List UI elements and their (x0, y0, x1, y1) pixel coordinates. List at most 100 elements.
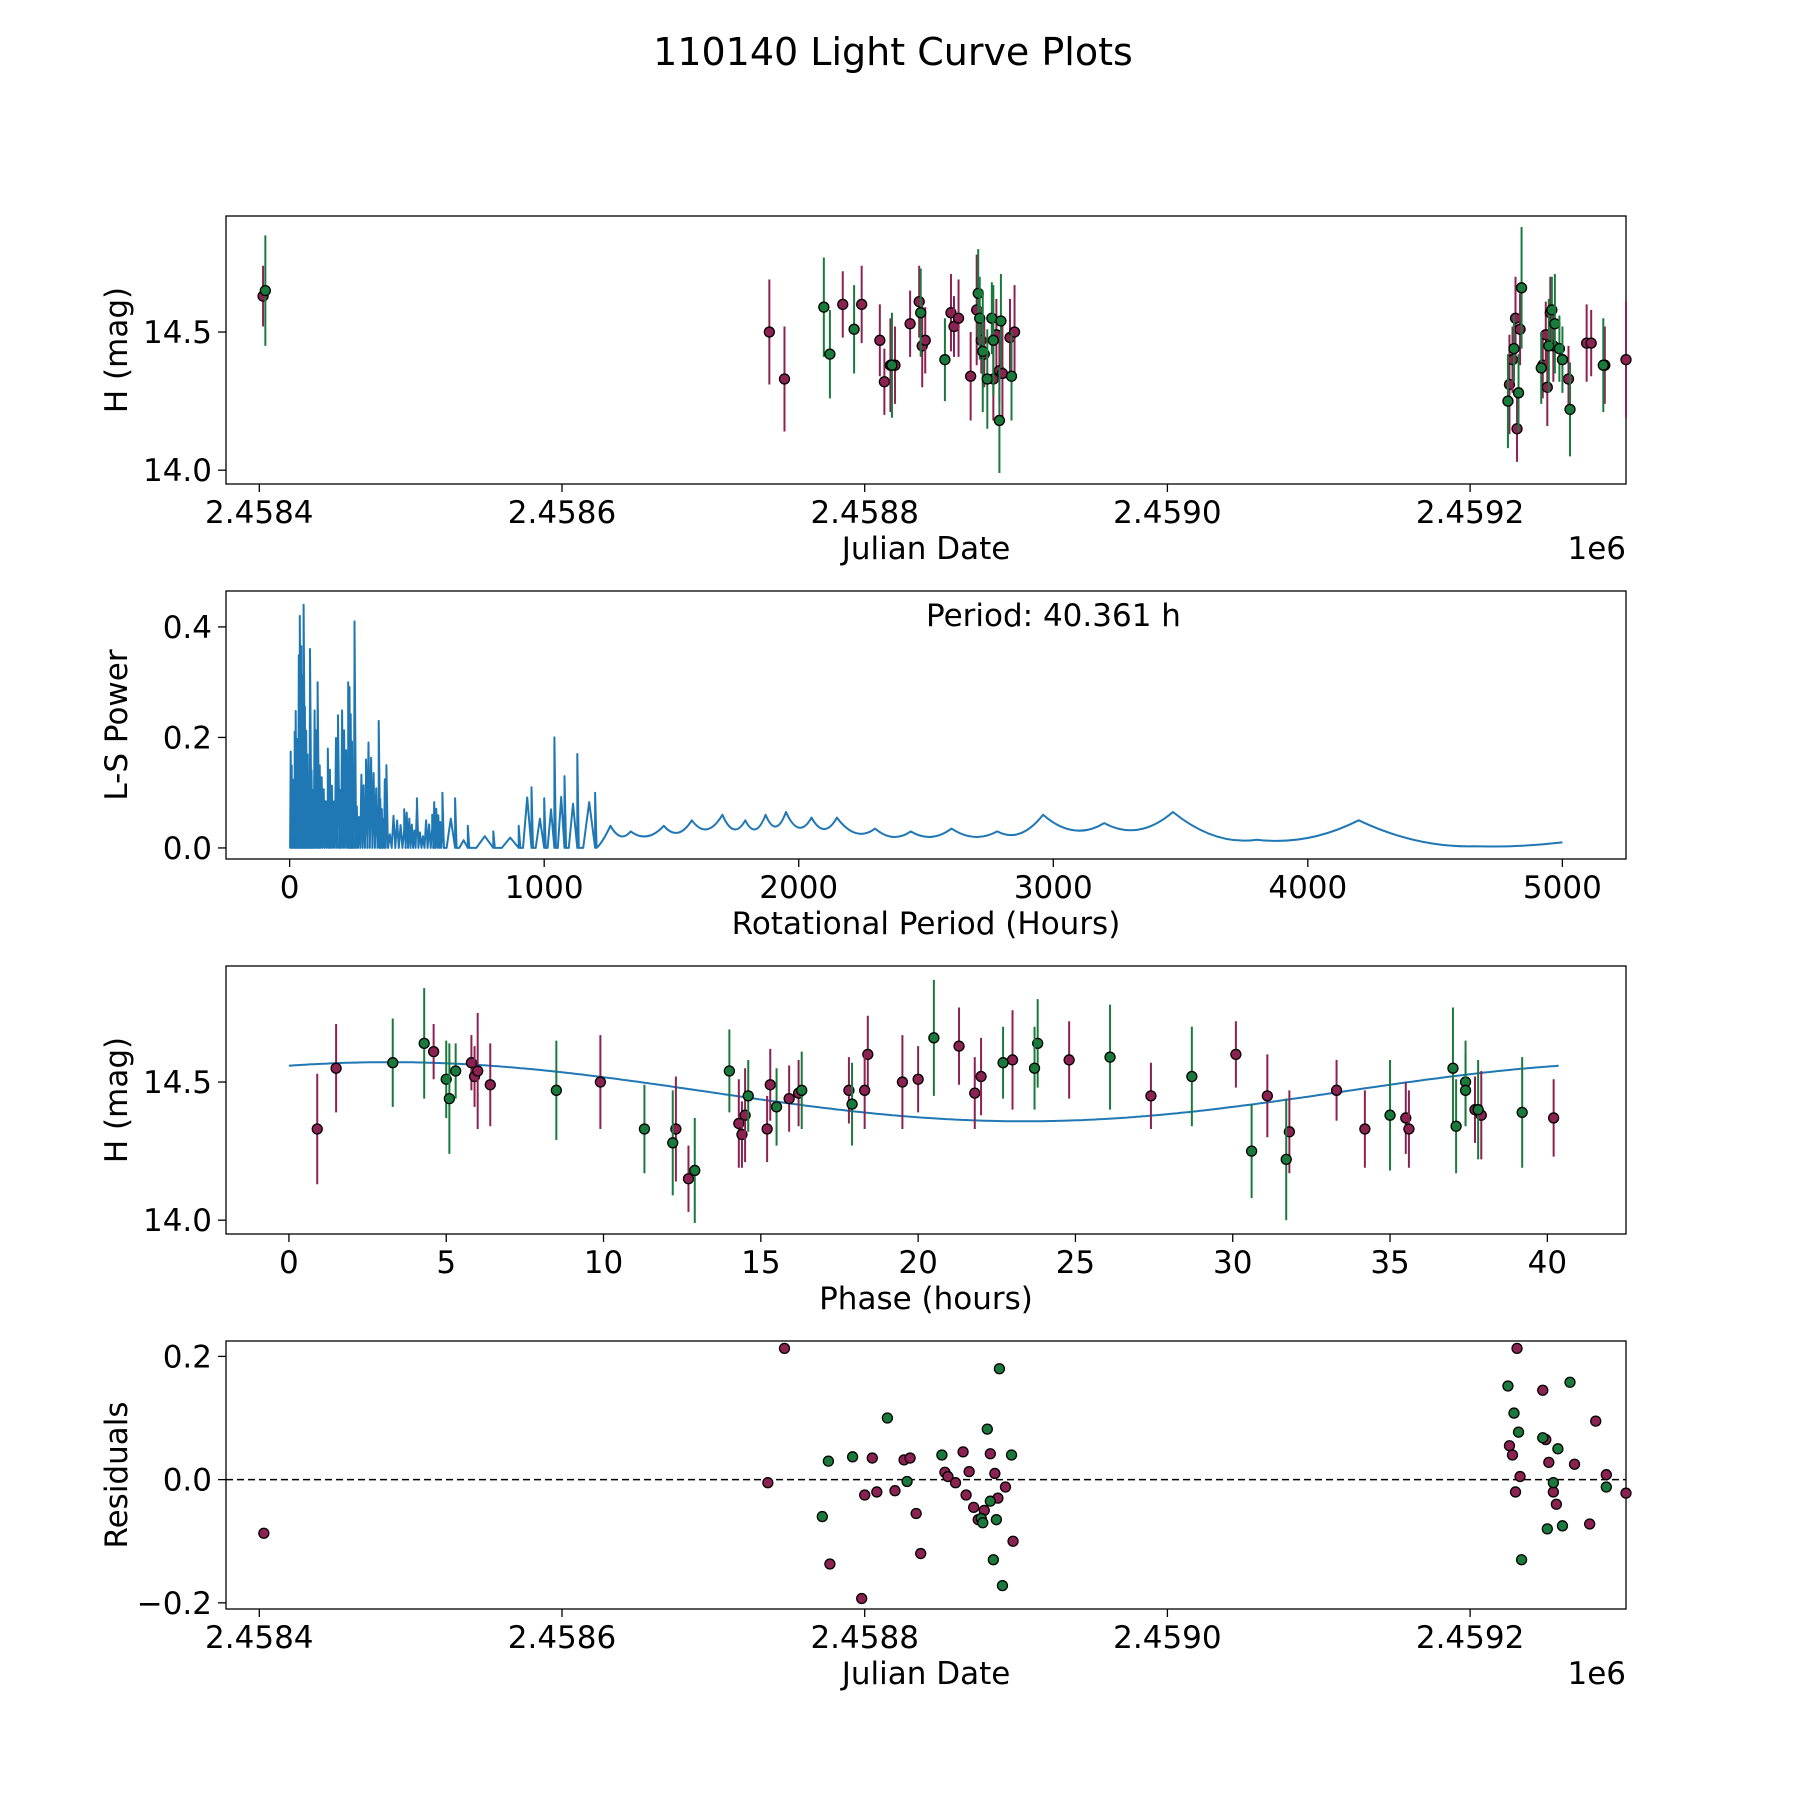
phase-point-purple (484, 1079, 496, 1091)
phase-point-green (1516, 1106, 1528, 1119)
lightcurve-point-purple (874, 334, 886, 346)
residuals-point-purple (1590, 1415, 1602, 1427)
residuals-point-purple (957, 1446, 969, 1458)
phase-xtick-label: 25 (1056, 1245, 1095, 1281)
lightcurve-point-purple (964, 370, 977, 382)
residuals-point-purple (258, 1527, 270, 1539)
residuals-axes-frame (225, 1340, 1627, 1610)
residuals-xtick-label: 2.4588 (810, 1620, 918, 1656)
phase-point-purple (311, 1123, 323, 1135)
lightcurve-ylabel: H (mag) (99, 287, 135, 413)
residuals-point-purple (871, 1486, 883, 1498)
lightcurve-point-green (939, 354, 951, 366)
lightcurve-point-green (995, 315, 1007, 327)
phase-xtick-label: 10 (584, 1245, 623, 1281)
residuals-point-purple (1509, 1486, 1522, 1498)
lightcurve-point-green (1512, 387, 1525, 399)
phase-point-green (997, 1057, 1009, 1069)
lightcurve-point-purple (1562, 373, 1575, 385)
residuals-ytick-label: −0.2 (137, 1586, 212, 1622)
lightcurve-point-green (1564, 403, 1576, 416)
residuals-point-purple (824, 1558, 836, 1570)
lightcurve-xtick-label: 2.4592 (1416, 495, 1524, 531)
residuals-point-green (1600, 1481, 1612, 1493)
periodogram-xlabel: Rotational Period (Hours) (732, 906, 1121, 942)
phase-point-purple (682, 1173, 695, 1185)
phase-point-green (1245, 1145, 1258, 1157)
residuals-point-purple (949, 1477, 962, 1489)
figure-title: 110140 Light Curve Plots (653, 30, 1133, 74)
lightcurve-point-green (1508, 342, 1520, 355)
residuals-point-green (1537, 1432, 1549, 1444)
periodogram-xtick-label: 2000 (759, 870, 838, 906)
phase-point-green (1186, 1070, 1198, 1083)
residuals-point-green (816, 1510, 828, 1523)
phase-axes-frame (225, 965, 1627, 1235)
lightcurve-point-green (1549, 318, 1561, 330)
residuals-point-purple (778, 1342, 791, 1355)
periodogram-annotation: Period: 40.361 h (926, 598, 1181, 634)
lightcurve-point-purple (837, 298, 849, 311)
lightcurve-point-purple (763, 326, 776, 338)
phase-point-green (1450, 1120, 1462, 1132)
residuals-point-green (901, 1475, 913, 1488)
phase-point-green (1447, 1062, 1459, 1074)
phase-point-green (550, 1084, 562, 1096)
phase-point-green (1384, 1109, 1396, 1121)
phase-point-purple (472, 1065, 484, 1077)
residuals-xtick-label: 2.4592 (1416, 1620, 1524, 1656)
periodogram-ytick-label: 0.4 (163, 610, 212, 646)
phase-point-green (1028, 1062, 1041, 1074)
residuals-point-purple (963, 1465, 975, 1478)
residuals-point-green (822, 1455, 835, 1467)
residuals-point-purple (1543, 1456, 1555, 1469)
lightcurve-point-green (1502, 395, 1514, 407)
phase-point-purple (975, 1070, 987, 1083)
phase-point-purple (764, 1079, 776, 1091)
phase-point-green (443, 1092, 456, 1105)
residuals-point-green (1502, 1380, 1514, 1392)
residuals-point-purple (960, 1489, 972, 1501)
residuals-point-green (1508, 1407, 1520, 1419)
residuals-point-purple (1514, 1470, 1526, 1483)
phase-point-green (770, 1101, 783, 1113)
phase-point-purple (427, 1045, 440, 1058)
lightcurve-ytick-label: 14.5 (143, 315, 212, 351)
phase-point-green (450, 1065, 462, 1077)
residuals-point-purple (904, 1452, 916, 1464)
residuals-point-purple (915, 1547, 927, 1560)
phase-point-purple (896, 1076, 909, 1088)
residuals-point-purple (1568, 1458, 1581, 1470)
lightcurve-point-green (886, 359, 898, 371)
periodogram-power-line (289, 603, 1563, 849)
lightcurve-point-green (1515, 282, 1528, 294)
phase-xtick-label: 5 (436, 1245, 456, 1281)
residuals-point-purple (1550, 1498, 1563, 1510)
phase-xtick-label: 0 (279, 1245, 299, 1281)
residuals-ytick-label: 0.0 (163, 1463, 212, 1499)
residuals-point-green (881, 1412, 894, 1424)
phase-point-purple (1230, 1048, 1242, 1061)
phase-point-green (1280, 1153, 1292, 1166)
residuals-point-purple (1600, 1469, 1612, 1481)
periodogram-ylabel: L-S Power (99, 649, 135, 800)
lightcurve-point-green (977, 345, 989, 358)
lightcurve-point-purple (952, 312, 965, 324)
phase-ytick-label: 14.0 (143, 1203, 212, 1239)
residuals-point-purple (942, 1470, 954, 1483)
lightcurve-point-purple (1509, 312, 1522, 324)
lightcurve-panel: 2.4584 2.4586 2.4588 2.4590 2.4592 14.0 14.5 Ju… (99, 215, 1632, 567)
periodogram-ytick-label: 0.0 (163, 831, 212, 867)
phase-point-purple (912, 1073, 924, 1085)
phase-point-purple (783, 1092, 795, 1105)
phase-xtick-label: 20 (898, 1245, 937, 1281)
phase-point-purple (1359, 1123, 1371, 1135)
periodogram-xtick-label: 5000 (1523, 870, 1602, 906)
lightcurve-point-green (1556, 354, 1569, 366)
periodogram-xtick-label: 3000 (1014, 870, 1093, 906)
phase-panel: 0 5 10 15 20 25 30 35 40 14.0 14.5 Phase (hours) H (… (99, 965, 1627, 1317)
residuals-point-green (996, 1579, 1009, 1592)
residuals-point-green (1512, 1426, 1525, 1438)
residuals-point-purple (1506, 1449, 1519, 1461)
phase-point-green (418, 1037, 430, 1050)
